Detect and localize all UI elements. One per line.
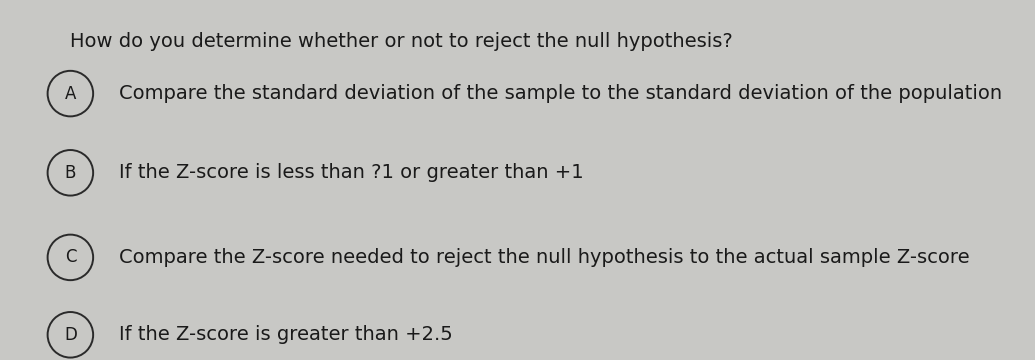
Text: How do you determine whether or not to reject the null hypothesis?: How do you determine whether or not to r… [70,32,733,51]
Text: If the Z-score is greater than +2.5: If the Z-score is greater than +2.5 [119,325,452,344]
Ellipse shape [48,235,93,280]
Ellipse shape [48,71,93,116]
Text: If the Z-score is less than ?1 or greater than +1: If the Z-score is less than ?1 or greate… [119,163,584,182]
Text: D: D [64,326,77,344]
Text: Compare the Z-score needed to reject the null hypothesis to the actual sample Z-: Compare the Z-score needed to reject the… [119,248,970,267]
Text: A: A [65,85,76,103]
Ellipse shape [48,150,93,195]
Text: Compare the standard deviation of the sample to the standard deviation of the po: Compare the standard deviation of the sa… [119,84,1002,103]
Ellipse shape [48,312,93,357]
Text: C: C [64,248,77,266]
Text: B: B [65,164,76,182]
